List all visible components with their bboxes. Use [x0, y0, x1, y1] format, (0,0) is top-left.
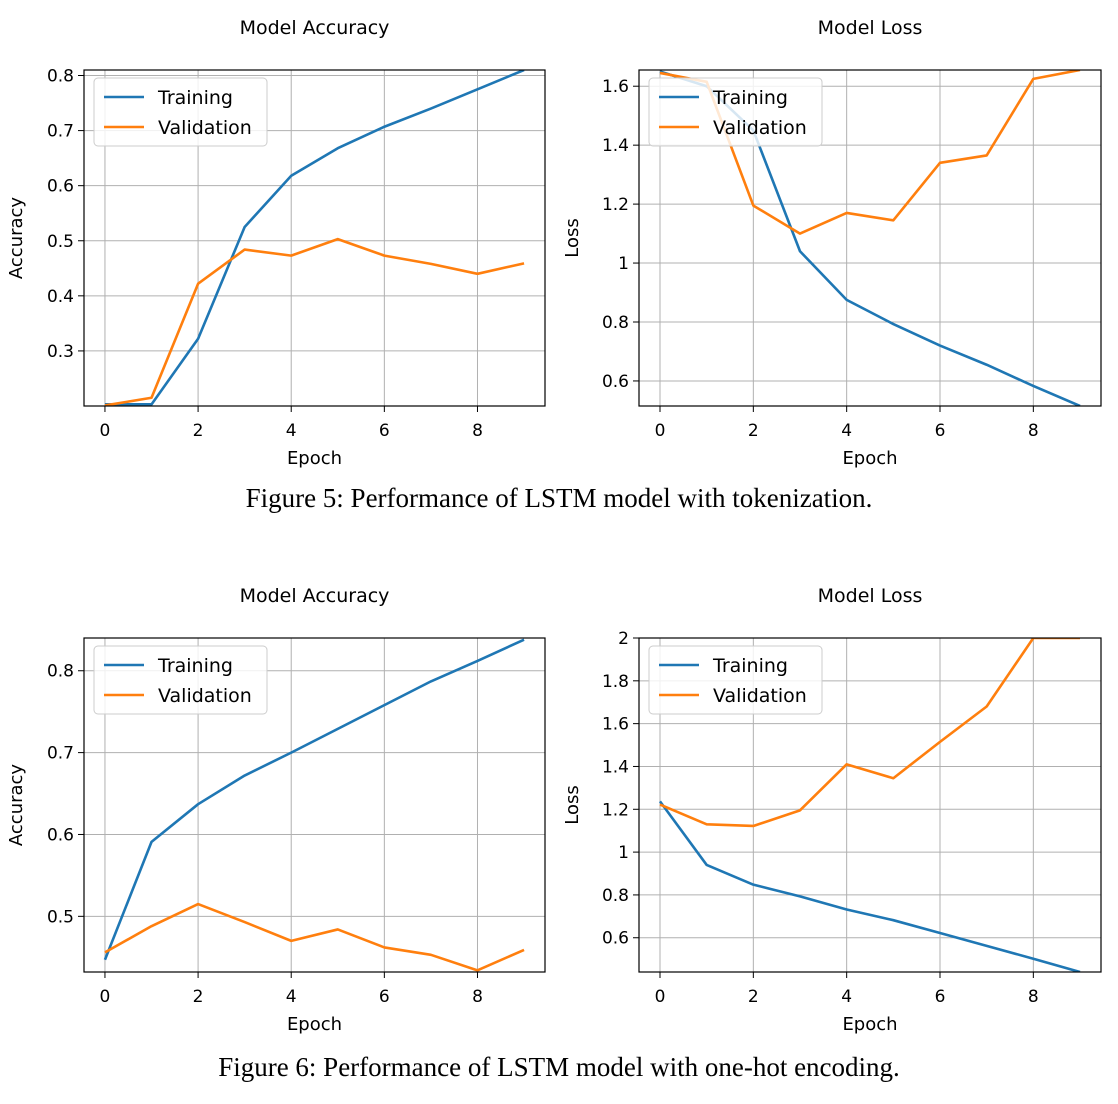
legend-label-validation: Validation — [158, 117, 252, 139]
x-axis-label: Epoch — [842, 448, 897, 469]
series-line-validation — [659, 638, 1080, 828]
series-line-training — [104, 70, 525, 406]
x-tick-label: 6 — [935, 987, 946, 1007]
y-tick-label: 0.8 — [47, 67, 74, 87]
figure-5-caption: Figure 5: Performance of LSTM model with… — [245, 483, 873, 513]
x-tick-label: 8 — [472, 421, 483, 441]
x-axis-label: Epoch — [842, 1014, 897, 1035]
legend-label-training: Training — [157, 87, 233, 109]
y-tick-label: 0.4 — [47, 287, 74, 307]
legend: Training Validation — [648, 645, 823, 715]
legend-box — [93, 645, 268, 715]
y-axis-label: Accuracy — [6, 764, 27, 847]
x-tick-label: 4 — [841, 987, 852, 1007]
legend-label-training: Training — [712, 655, 788, 677]
series-line-validation — [104, 237, 525, 406]
x-tick-label: 0 — [100, 987, 111, 1007]
y-tick-label: 1.6 — [602, 77, 629, 97]
chart-4: Model Loss 0 2 4 6 8 0.6 0.8 1 1.2 1.4 1.6 1.8 2 Epoch… — [562, 585, 1102, 1035]
x-tick-label: 6 — [379, 987, 390, 1007]
chart-2: Model Loss 0 2 4 6 8 0.6 0.8 1 1.2 1.4 1.6 Epoch Loss… — [562, 17, 1102, 469]
x-tick-label: 2 — [193, 421, 204, 441]
plot-frame — [83, 69, 546, 407]
x-tick-label: 8 — [1028, 987, 1039, 1007]
x-tick-label: 6 — [379, 421, 390, 441]
y-tick-label: 2 — [618, 629, 629, 649]
y-tick-label: 1.6 — [602, 715, 629, 735]
x-tick-label: 4 — [286, 987, 297, 1007]
chart-3: Model Accuracy 0 2 4 6 8 0.5 0.6 0.7 0.8 Epoch Accu… — [6, 585, 546, 1035]
y-tick-label: 0.7 — [47, 744, 74, 764]
plot-frame — [638, 69, 1102, 407]
legend-label-validation: Validation — [713, 117, 807, 139]
y-tick-label: 1.8 — [602, 672, 629, 692]
y-tick-label: 0.8 — [47, 662, 74, 682]
legend-label-training: Training — [712, 87, 788, 109]
x-tick-label: 2 — [748, 987, 759, 1007]
series-line-training — [103, 638, 525, 961]
chart-title: Model Accuracy — [240, 585, 390, 607]
x-tick-label: 0 — [655, 987, 666, 1007]
legend-label-validation: Validation — [158, 685, 252, 707]
x-tick-label: 4 — [286, 421, 297, 441]
x-tick-label: 8 — [472, 987, 483, 1007]
y-tick-label: 0.8 — [602, 886, 629, 906]
x-tick-label: 0 — [655, 421, 666, 441]
x-axis-label: Epoch — [287, 448, 342, 469]
y-tick-label: 0.5 — [47, 232, 74, 252]
legend-box — [648, 77, 823, 147]
legend: Training Validation — [648, 77, 823, 147]
y-axis-label: Accuracy — [6, 197, 27, 280]
y-tick-label: 0.6 — [602, 372, 629, 392]
y-tick-label: 1 — [618, 254, 629, 274]
y-tick-label: 0.3 — [47, 342, 74, 362]
y-tick-label: 1.4 — [602, 136, 629, 156]
x-tick-label: 2 — [748, 421, 759, 441]
x-tick-label: 6 — [935, 421, 946, 441]
chart-title: Model Loss — [818, 585, 923, 607]
x-axis-label: Epoch — [287, 1014, 342, 1035]
x-tick-label: 0 — [100, 421, 111, 441]
plot-frame — [638, 637, 1102, 973]
figure-6-caption: Figure 6: Performance of LSTM model with… — [218, 1052, 900, 1082]
y-tick-label: 1.4 — [602, 757, 629, 777]
y-tick-label: 1 — [618, 843, 629, 863]
chart-title: Model Loss — [818, 17, 923, 39]
x-tick-label: 2 — [193, 987, 204, 1007]
legend-label-training: Training — [157, 655, 233, 677]
series-line-training — [658, 800, 1081, 972]
y-axis-label: Loss — [562, 785, 583, 824]
legend-box — [93, 77, 268, 147]
y-tick-label: 0.5 — [47, 907, 74, 927]
chart-1: Model Accuracy 0 2 4 6 8 0.3 0.4 0.5 0.6 0.7 0.8 Epo… — [6, 17, 546, 469]
y-tick-label: 0.7 — [47, 122, 74, 142]
y-tick-label: 1.2 — [602, 800, 629, 820]
y-tick-label: 1.2 — [602, 195, 629, 215]
y-tick-label: 0.8 — [602, 313, 629, 333]
y-tick-label: 0.6 — [47, 177, 74, 197]
series-line-validation — [104, 902, 525, 972]
legend: Training Validation — [93, 645, 268, 715]
legend-box — [648, 645, 823, 715]
legend: Training Validation — [93, 77, 268, 147]
chart-title: Model Accuracy — [240, 17, 390, 39]
x-tick-label: 8 — [1028, 421, 1039, 441]
y-tick-label: 0.6 — [602, 929, 629, 949]
plot-frame — [83, 637, 546, 973]
y-axis-label: Loss — [562, 218, 583, 257]
y-tick-label: 0.6 — [47, 825, 74, 845]
x-tick-label: 4 — [841, 421, 852, 441]
legend-label-validation: Validation — [713, 685, 807, 707]
